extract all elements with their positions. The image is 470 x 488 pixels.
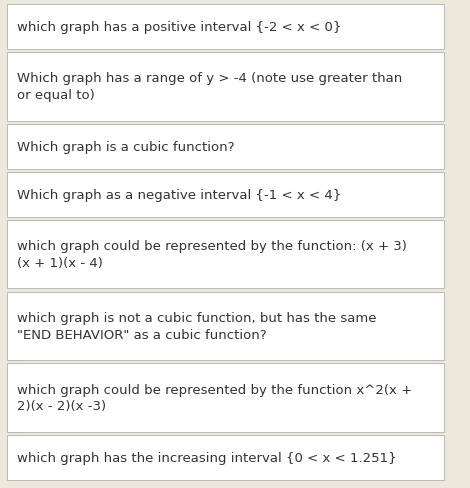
FancyBboxPatch shape	[7, 172, 444, 217]
FancyBboxPatch shape	[7, 220, 444, 289]
Text: Which graph is a cubic function?: Which graph is a cubic function?	[17, 141, 235, 153]
Text: which graph has a positive interval {-2 < x < 0}: which graph has a positive interval {-2 …	[17, 21, 342, 34]
Text: which graph could be represented by the function x^2(x +
2)(x - 2)(x -3): which graph could be represented by the …	[17, 383, 413, 412]
Text: which graph has the increasing interval {0 < x < 1.251}: which graph has the increasing interval …	[17, 451, 397, 464]
Text: Which graph has a range of y > -4 (note use greater than
or equal to): Which graph has a range of y > -4 (note …	[17, 72, 403, 102]
FancyBboxPatch shape	[7, 124, 444, 169]
FancyBboxPatch shape	[7, 53, 444, 122]
FancyBboxPatch shape	[7, 435, 444, 480]
Text: which graph is not a cubic function, but has the same
"END BEHAVIOR" as a cubic : which graph is not a cubic function, but…	[17, 311, 377, 341]
FancyBboxPatch shape	[7, 292, 444, 361]
FancyBboxPatch shape	[7, 5, 444, 50]
Text: Which graph as a negative interval {-1 < x < 4}: Which graph as a negative interval {-1 <…	[17, 188, 342, 201]
FancyBboxPatch shape	[7, 364, 444, 432]
Text: which graph could be represented by the function: (x + 3)
(x + 1)(x - 4): which graph could be represented by the …	[17, 240, 407, 269]
